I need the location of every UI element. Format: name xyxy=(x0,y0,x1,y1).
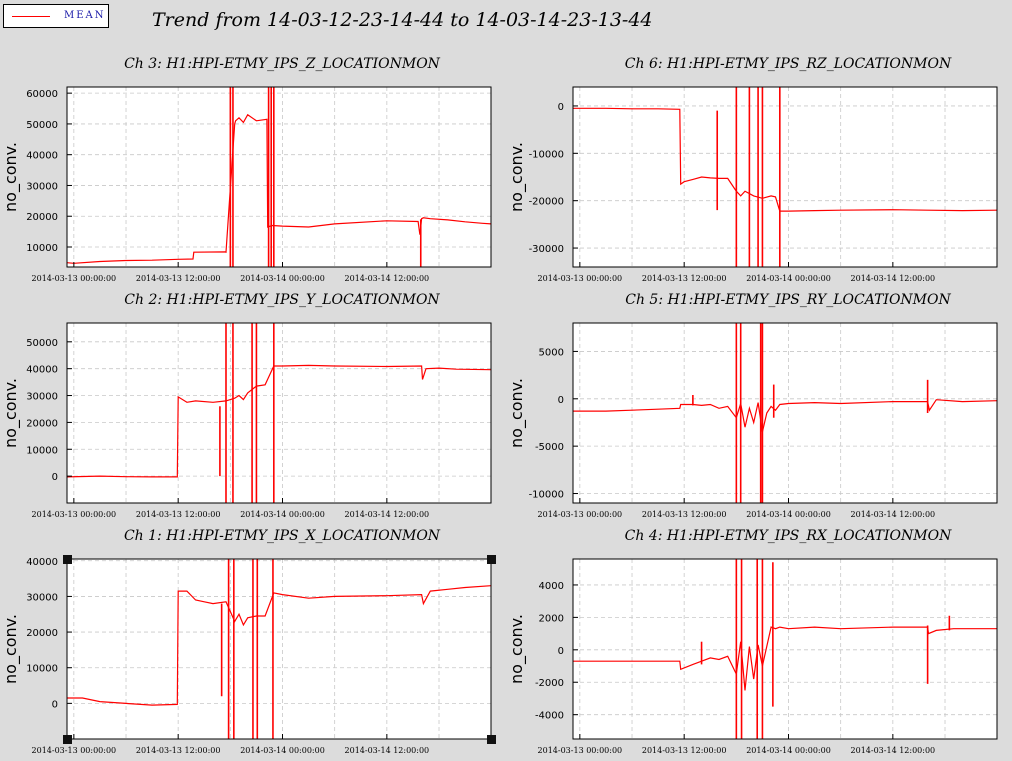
y-tick-label-3: -10000 xyxy=(529,490,564,501)
legend-label: MEAN xyxy=(64,10,106,21)
y-tick-label-0: 10000 xyxy=(26,243,58,254)
y-tick-label-4: 50000 xyxy=(26,120,58,131)
y-tick-label-2: 30000 xyxy=(26,181,58,192)
x-tick-label-1: 2014-03-13 12:00:00 xyxy=(642,510,727,519)
y-tick-label-2: -20000 xyxy=(529,197,564,208)
x-tick-label-1: 2014-03-13 12:00:00 xyxy=(642,746,727,755)
series-line-mean xyxy=(67,364,491,478)
y-tick-label-1: -10000 xyxy=(529,149,564,160)
plot-frame xyxy=(66,322,492,504)
y-tick-label-0: 0 xyxy=(558,102,564,113)
y-axis-label: no_conv. xyxy=(1,142,21,212)
y-tick-label-5: 50000 xyxy=(26,338,58,349)
y-axis-label: no_conv. xyxy=(507,142,527,212)
plot-frame xyxy=(66,558,492,740)
x-tick-label-1: 2014-03-13 12:00:00 xyxy=(136,510,221,519)
chart-panel-6: 4000 2000 0 -2000 -4000 2014-03-13 00:00:00 20… xyxy=(507,528,998,755)
x-tick-label-3: 2014-03-14 12:00:00 xyxy=(851,274,936,283)
plot-frame xyxy=(572,322,998,504)
plot-frame xyxy=(572,86,998,268)
selection-handle-2 xyxy=(63,735,72,744)
page-title: Trend from 14-03-12-23-14-44 to 14-03-14… xyxy=(152,9,653,31)
series-line-mean xyxy=(67,113,491,264)
series-line-mean xyxy=(67,585,491,706)
plot-area xyxy=(67,87,491,267)
chart-panel-5: 0 10000 20000 30000 40000 2014-03-13 00:00:00… xyxy=(1,528,496,755)
chart-title: Ch 3: H1:HPI-ETMY_IPS_Z_LOCATIONMON xyxy=(124,56,441,72)
plot-frame xyxy=(66,86,492,268)
y-axis-label: no_conv. xyxy=(507,378,527,448)
x-tick-label-0: 2014-03-13 00:00:00 xyxy=(32,746,117,755)
x-tick-label-1: 2014-03-13 12:00:00 xyxy=(136,274,221,283)
x-tick-label-0: 2014-03-13 00:00:00 xyxy=(538,746,623,755)
y-tick-label-0: 5000 xyxy=(539,347,564,358)
y-axis-label: no_conv. xyxy=(1,614,21,684)
chart-title: Ch 5: H1:HPI-ETMY_IPS_RY_LOCATIONMON xyxy=(625,292,951,308)
x-tick-label-3: 2014-03-14 12:00:00 xyxy=(345,746,430,755)
x-tick-label-1: 2014-03-13 12:00:00 xyxy=(642,274,727,283)
chart-title: Ch 1: H1:HPI-ETMY_IPS_X_LOCATIONMON xyxy=(124,528,441,544)
plot-frame xyxy=(572,558,998,740)
series-line-mean xyxy=(573,107,997,212)
y-tick-label-3: 30000 xyxy=(26,592,58,603)
legend: MEAN xyxy=(3,4,109,28)
x-tick-label-2: 2014-03-14 00:00:00 xyxy=(746,274,831,283)
y-tick-label-1: 2000 xyxy=(539,613,564,624)
x-tick-label-3: 2014-03-14 12:00:00 xyxy=(851,510,936,519)
x-tick-label-2: 2014-03-14 00:00:00 xyxy=(240,746,325,755)
y-axis-label: no_conv. xyxy=(507,614,527,684)
y-tick-label-1: 20000 xyxy=(26,212,58,223)
x-tick-label-3: 2014-03-14 12:00:00 xyxy=(345,510,430,519)
x-tick-label-2: 2014-03-14 00:00:00 xyxy=(240,510,325,519)
chart-panel-3: 0 10000 20000 30000 40000 50000 2014-03-13 00:… xyxy=(1,292,492,519)
y-tick-label-4: 40000 xyxy=(26,557,58,568)
y-tick-label-5: 60000 xyxy=(26,89,58,100)
y-tick-label-0: 0 xyxy=(52,472,58,483)
selection-handle-1 xyxy=(487,555,496,564)
y-tick-label-2: -5000 xyxy=(535,442,564,453)
y-tick-label-2: 0 xyxy=(558,646,564,657)
selection-handle-3 xyxy=(487,735,496,744)
y-tick-label-3: 40000 xyxy=(26,151,58,162)
chart-panel-1: 10000 20000 30000 40000 50000 60000 2014-03-13… xyxy=(1,56,492,283)
plot-area xyxy=(573,559,997,739)
x-tick-label-3: 2014-03-14 12:00:00 xyxy=(345,274,430,283)
x-tick-label-0: 2014-03-13 00:00:00 xyxy=(538,274,623,283)
y-tick-label-1: 0 xyxy=(558,395,564,406)
selection-handle-0 xyxy=(63,555,72,564)
chart-title: Ch 6: H1:HPI-ETMY_IPS_RZ_LOCATIONMON xyxy=(625,56,952,72)
y-tick-label-1: 10000 xyxy=(26,664,58,675)
y-tick-label-4: 40000 xyxy=(26,365,58,376)
y-tick-label-2: 20000 xyxy=(26,418,58,429)
y-axis-label: no_conv. xyxy=(1,378,21,448)
y-tick-label-4: -4000 xyxy=(535,711,564,722)
series-line-mean xyxy=(573,399,997,433)
x-tick-label-0: 2014-03-13 00:00:00 xyxy=(32,510,117,519)
y-tick-label-1: 10000 xyxy=(26,445,58,456)
plot-area xyxy=(67,323,491,503)
plot-area xyxy=(573,87,997,267)
x-tick-label-2: 2014-03-14 00:00:00 xyxy=(746,746,831,755)
x-tick-label-1: 2014-03-13 12:00:00 xyxy=(136,746,221,755)
legend-swatch xyxy=(12,16,50,17)
y-tick-label-2: 20000 xyxy=(26,628,58,639)
chart-panel-4: 5000 0 -5000 -10000 2014-03-13 00:00:00 2014-… xyxy=(507,292,998,519)
x-tick-label-0: 2014-03-13 00:00:00 xyxy=(538,510,623,519)
y-tick-label-3: 30000 xyxy=(26,392,58,403)
plot-area xyxy=(67,559,491,739)
x-tick-label-2: 2014-03-14 00:00:00 xyxy=(240,274,325,283)
y-tick-label-3: -2000 xyxy=(535,678,564,689)
x-tick-label-3: 2014-03-14 12:00:00 xyxy=(851,746,936,755)
x-tick-label-2: 2014-03-14 00:00:00 xyxy=(746,510,831,519)
chart-title: Ch 4: H1:HPI-ETMY_IPS_RX_LOCATIONMON xyxy=(625,528,952,544)
y-tick-label-0: 4000 xyxy=(539,581,564,592)
y-tick-label-0: 0 xyxy=(52,699,58,710)
y-tick-label-3: -30000 xyxy=(529,244,564,255)
x-tick-label-0: 2014-03-13 00:00:00 xyxy=(32,274,117,283)
chart-title: Ch 2: H1:HPI-ETMY_IPS_Y_LOCATIONMON xyxy=(124,292,440,308)
plot-area xyxy=(573,323,997,503)
chart-panel-2: 0 -10000 -20000 -30000 2014-03-13 00:00:00 20… xyxy=(507,56,998,283)
